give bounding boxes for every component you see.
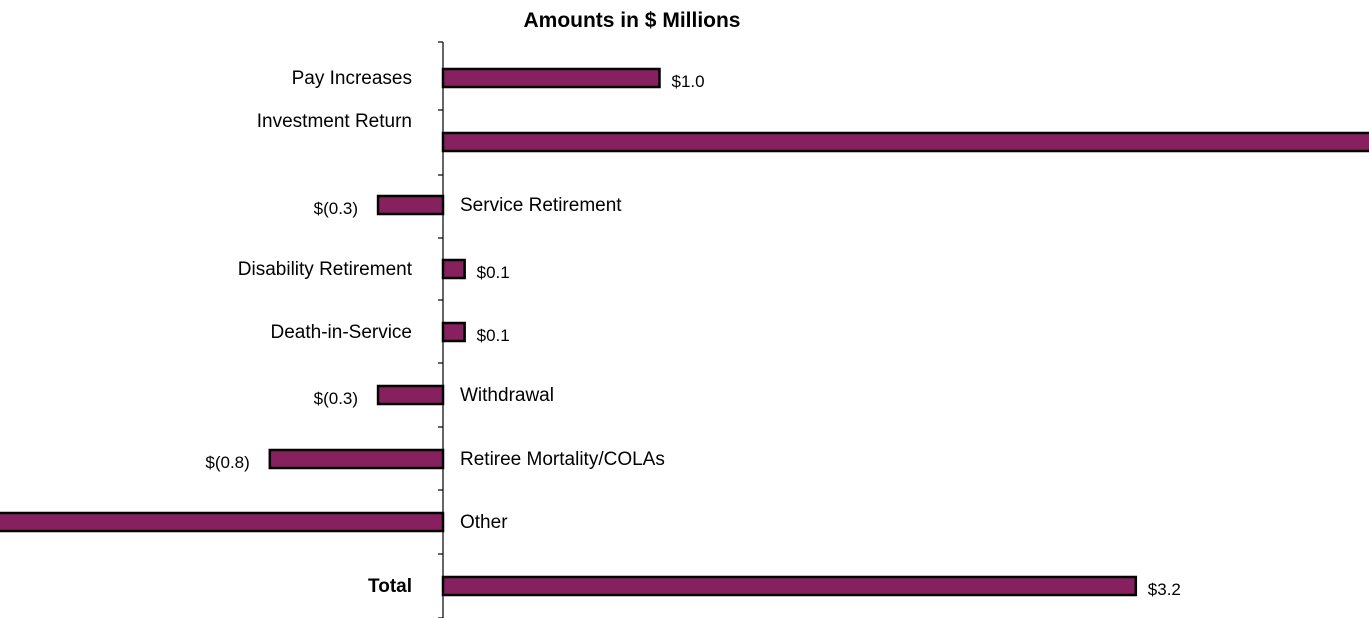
bar bbox=[441, 131, 1369, 153]
value-label: $3.2 bbox=[1148, 580, 1181, 599]
chart-title: Amounts in $ Millions bbox=[523, 9, 740, 32]
category-label: Other bbox=[460, 512, 508, 533]
value-label: $0.1 bbox=[477, 326, 510, 345]
category-label: Disability Retirement bbox=[238, 259, 413, 280]
category-label: Withdrawal bbox=[460, 385, 554, 406]
bar bbox=[441, 67, 661, 89]
bar bbox=[441, 575, 1138, 597]
bar bbox=[0, 511, 445, 533]
bar bbox=[268, 448, 445, 470]
category-label: Death-in-Service bbox=[271, 322, 413, 343]
bar bbox=[441, 321, 466, 343]
value-label: $(0.3) bbox=[314, 199, 358, 218]
category-label: Retiree Mortality/COLAs bbox=[460, 449, 665, 470]
bar bbox=[376, 194, 445, 216]
value-label: $(0.3) bbox=[314, 389, 358, 408]
value-label: $0.1 bbox=[477, 263, 510, 282]
category-label: Service Retirement bbox=[460, 195, 622, 216]
bars bbox=[0, 67, 1369, 597]
bar bbox=[441, 258, 466, 280]
category-label: Pay Increases bbox=[292, 68, 412, 89]
category-label: Investment Return bbox=[257, 111, 412, 132]
value-label: $1.0 bbox=[672, 72, 705, 91]
bar bbox=[376, 384, 445, 406]
category-label: Total bbox=[368, 576, 412, 597]
value-label: $(0.8) bbox=[205, 453, 249, 472]
